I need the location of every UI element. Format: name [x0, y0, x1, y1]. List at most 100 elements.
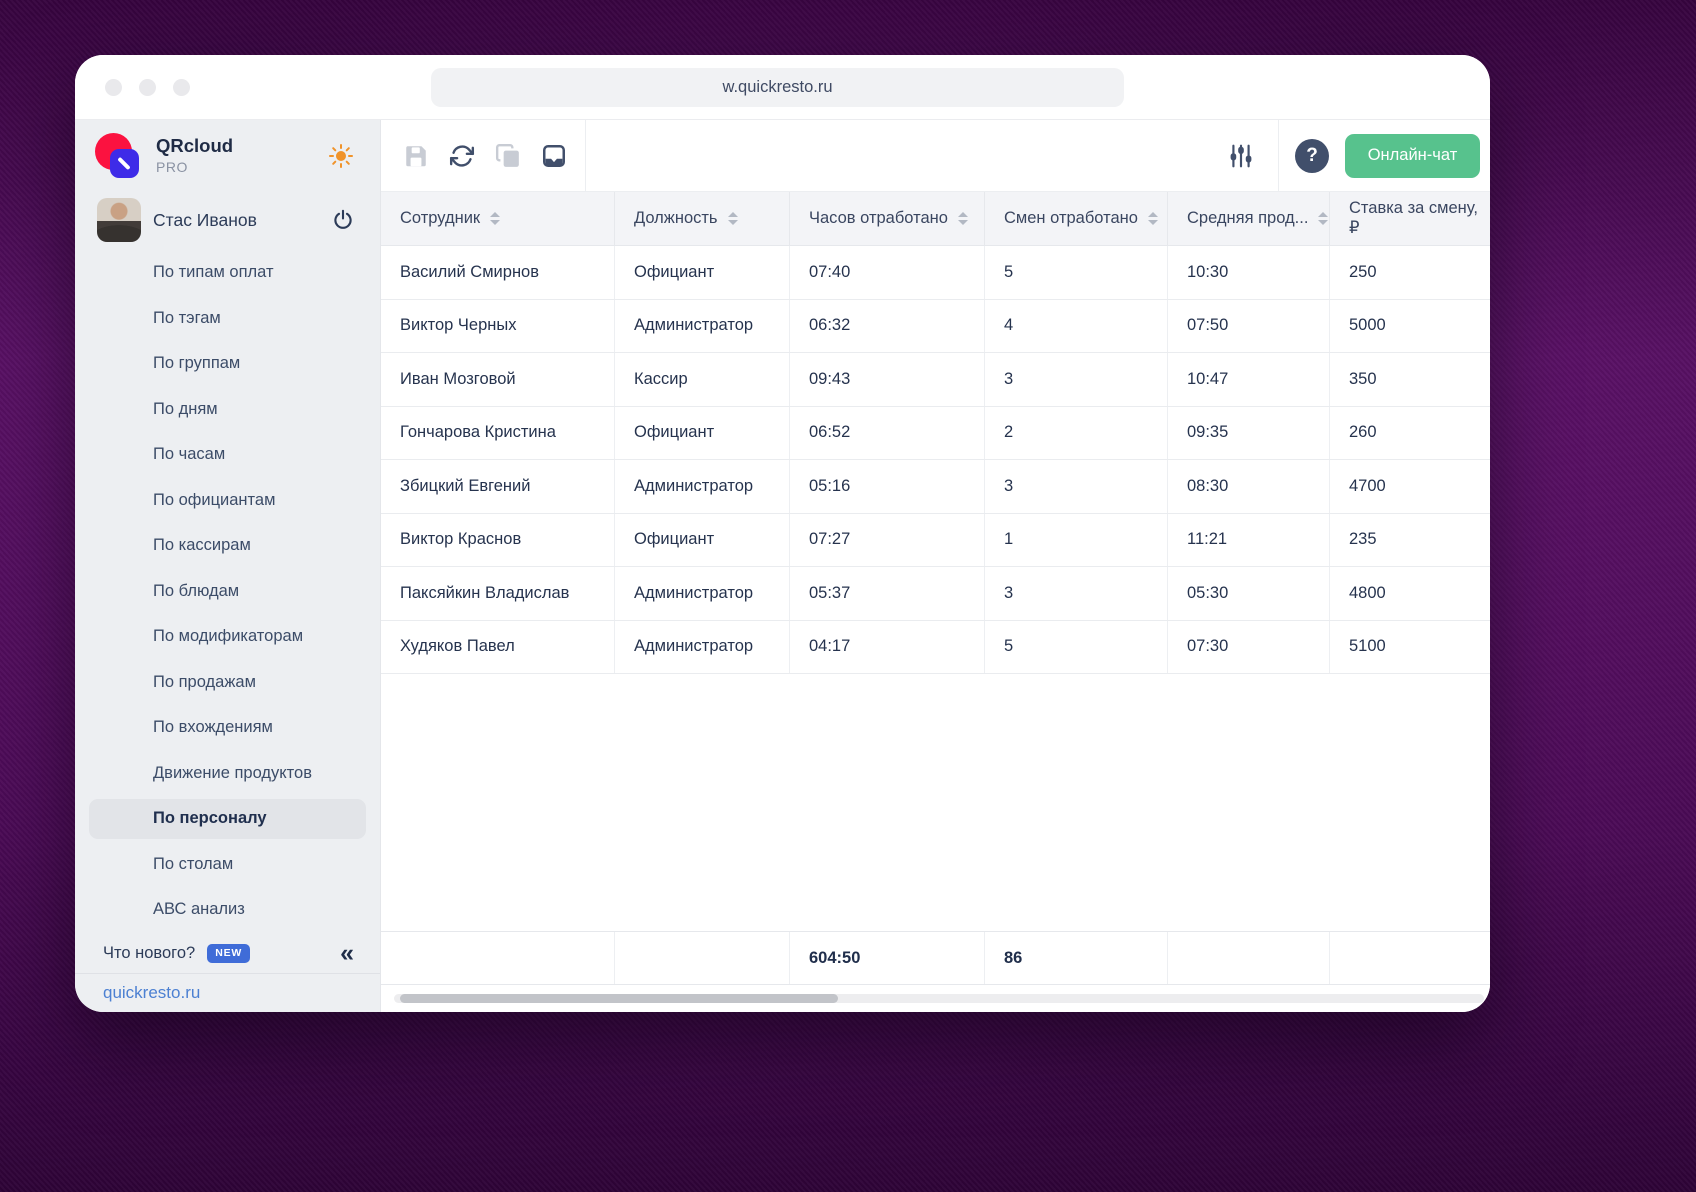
column-label: Сотрудник	[400, 209, 481, 227]
totals-cell	[1330, 932, 1490, 984]
horizontal-scrollbar	[381, 985, 1490, 1012]
table-cell: 235	[1349, 530, 1377, 549]
table-cell: 09:35	[1168, 406, 1330, 459]
app-layout: QRcloud PRO	[75, 120, 1490, 1012]
column-label: Должность	[634, 209, 718, 227]
sort-icon[interactable]	[490, 212, 501, 225]
toolbar-divider	[1278, 120, 1279, 191]
table-cell: 250	[1349, 262, 1377, 281]
table-cell: 3	[985, 353, 1168, 406]
sidebar-item[interactable]: По тэгам	[153, 308, 221, 327]
brand-row: QRcloud PRO	[75, 120, 380, 190]
table-cell: 07:40	[790, 246, 985, 299]
sidebar-item-active[interactable]: По персоналу	[89, 798, 366, 839]
table-cell: Администратор	[615, 299, 790, 352]
brand-text: QRcloud PRO	[156, 135, 233, 175]
table-cell: 2	[985, 406, 1168, 459]
totals-hours: 604:50	[790, 932, 985, 984]
totals-cell	[381, 932, 615, 984]
scrollbar-track[interactable]	[394, 994, 1484, 1003]
column-label: Смен отработано	[1004, 209, 1138, 227]
sidebar-item[interactable]: По группам	[153, 354, 241, 373]
window-control-minimize[interactable]	[139, 78, 156, 96]
table-cell: Худяков Павел	[381, 620, 615, 673]
table-row[interactable]: Виктор Черных Администратор 06:32 4 07:50 500…	[381, 299, 1490, 353]
export-tray-icon[interactable]	[531, 133, 577, 179]
column-header[interactable]: Сотрудник	[381, 192, 615, 245]
report-toolbar: ? Онлайн-чат	[381, 120, 1490, 192]
collapse-sidebar-icon[interactable]: «	[340, 938, 354, 967]
table-cell: Администратор	[615, 460, 790, 513]
column-header[interactable]: Ставка за смену, ₽	[1330, 192, 1490, 245]
sidebar-item[interactable]: По кассирам	[153, 536, 251, 555]
table-header: Сотрудник Должность Часов отработано Смен о…	[381, 192, 1490, 246]
table-cell: Виктор Краснов	[381, 513, 615, 566]
table-cell: 10:47	[1168, 353, 1330, 406]
sun-icon[interactable]	[328, 143, 354, 169]
table-row[interactable]: Збицкий Евгений Администратор 05:16 3 08:30 4…	[381, 460, 1490, 514]
table-cell: 06:52	[790, 406, 985, 459]
sort-icon[interactable]	[1318, 212, 1329, 225]
sort-icon[interactable]	[727, 212, 738, 225]
sidebar-item[interactable]: По блюдам	[153, 581, 240, 600]
table-cell: 4700	[1349, 476, 1386, 495]
column-header[interactable]: Средняя прод...	[1168, 192, 1330, 245]
quickresto-link[interactable]: quickresto.ru	[103, 983, 201, 1002]
table-cell: 07:50	[1168, 299, 1330, 352]
sidebar-item[interactable]: По типам оплат	[153, 263, 274, 282]
table-cell: Официант	[615, 406, 790, 459]
toolbar-divider	[585, 120, 586, 191]
sidebar-item[interactable]: АВС анализ	[153, 900, 245, 919]
totals-shifts: 86	[985, 932, 1168, 984]
column-header[interactable]: Часов отработано	[790, 192, 985, 245]
sidebar-item[interactable]: По модификаторам	[153, 627, 304, 646]
table-cell: 350	[1349, 369, 1377, 388]
window-control-zoom[interactable]	[173, 78, 190, 96]
sidebar-item[interactable]: По часам	[153, 445, 226, 464]
sidebar-item[interactable]: По продажам	[153, 672, 256, 691]
whats-new-row: Что нового? NEW «	[75, 933, 380, 973]
sidebar-item[interactable]: Движение продуктов	[153, 763, 312, 782]
table-row[interactable]: Худяков Павел Администратор 04:17 5 07:30 510…	[381, 620, 1490, 674]
table-empty-area	[381, 674, 1490, 931]
column-header[interactable]: Должность	[615, 192, 790, 245]
table-cell: 07:30	[1168, 620, 1330, 673]
address-bar[interactable]: w.quickresto.ru	[431, 68, 1124, 107]
sort-icon[interactable]	[1147, 212, 1158, 225]
column-header[interactable]: Смен отработано	[985, 192, 1168, 245]
avatar	[97, 198, 141, 242]
sidebar-item[interactable]: По официантам	[153, 490, 276, 509]
sidebar-item[interactable]: По вхождениям	[153, 718, 273, 737]
copy-icon[interactable]	[485, 133, 531, 179]
sort-icon[interactable]	[957, 212, 968, 225]
table-cell: 10:30	[1168, 246, 1330, 299]
table-row[interactable]: Паксяйкин Владислав Администратор 05:37 3 05…	[381, 567, 1490, 621]
help-icon[interactable]: ?	[1295, 138, 1329, 173]
browser-window: w.quickresto.ru QRcloud PRO	[75, 55, 1490, 1012]
power-icon[interactable]	[332, 209, 354, 231]
table-body: Василий Смирнов Официант 07:40 5 10:30 250 Вик…	[381, 246, 1490, 674]
table-cell: 11:21	[1168, 513, 1330, 566]
column-label: Ставка за смену, ₽	[1349, 199, 1478, 237]
save-icon[interactable]	[393, 133, 439, 179]
table-cell: Иван Мозговой	[381, 353, 615, 406]
refresh-icon[interactable]	[439, 133, 485, 179]
sidebar-item[interactable]: По дням	[153, 399, 218, 418]
sliders-icon[interactable]	[1228, 143, 1254, 169]
table-row[interactable]: Виктор Краснов Официант 07:27 1 11:21 235	[381, 513, 1490, 567]
table-cell: Гончарова Кристина	[381, 406, 615, 459]
online-chat-button[interactable]: Онлайн-чат	[1345, 133, 1480, 178]
scrollbar-thumb[interactable]	[400, 994, 838, 1003]
window-control-close[interactable]	[105, 78, 122, 96]
user-row[interactable]: Стас Иванов	[75, 190, 380, 250]
whats-new-link[interactable]: Что нового?	[103, 943, 196, 962]
table-row[interactable]: Гончарова Кристина Официант 06:52 2 09:35 260	[381, 406, 1490, 460]
brand-name: QRcloud	[156, 135, 234, 156]
qrcloud-logo	[95, 130, 143, 180]
sidebar-item[interactable]: По столам	[153, 854, 234, 873]
table-row[interactable]: Иван Мозговой Кассир 09:43 3 10:47 350	[381, 353, 1490, 407]
column-label: Часов отработано	[809, 209, 948, 227]
table-row[interactable]: Василий Смирнов Официант 07:40 5 10:30 250	[381, 246, 1490, 300]
table-cell: Кассир	[615, 353, 790, 406]
